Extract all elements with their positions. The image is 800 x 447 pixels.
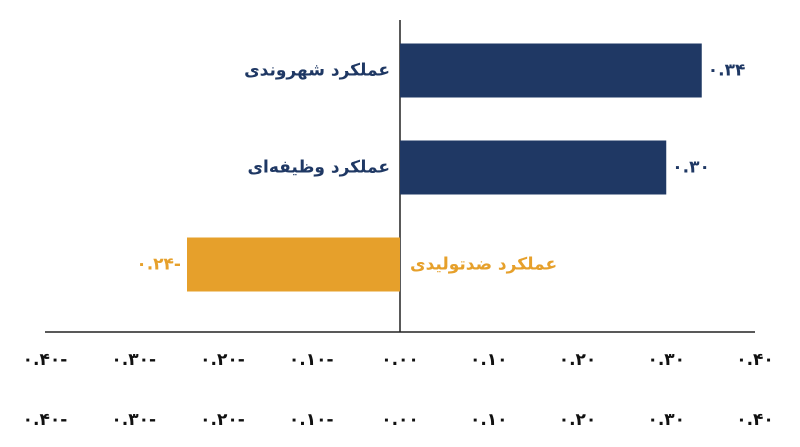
- x-tick-label: ۰.۲۰: [559, 410, 597, 430]
- x-tick-label: ۰.۰۰: [381, 410, 419, 430]
- x-tick-label: ۰.۱۰: [470, 410, 508, 430]
- x-tick-label: ۰.۳۰: [647, 410, 685, 430]
- value-label: ۰.۲۴-: [136, 255, 181, 275]
- x-tick-label: ۰.۱۰: [470, 350, 508, 370]
- bar: [400, 140, 667, 195]
- x-tick-label: ۰.۲۰: [559, 350, 597, 370]
- x-tick-label: ۰.۴۰: [736, 410, 774, 430]
- x-tick-label: ۰.۰۰: [381, 350, 419, 370]
- category-label: عملکرد شهروندی: [244, 61, 390, 81]
- x-tick-label: ۰.۲۰-: [200, 410, 245, 430]
- bar: [400, 43, 702, 98]
- bar: [187, 237, 400, 292]
- value-label: ۰.۳۰: [672, 158, 710, 178]
- x-tick-label: ۰.۳۰: [647, 350, 685, 370]
- category-label: عملکرد ضدتولیدی: [410, 255, 557, 275]
- x-tick-label: ۰.۴۰-: [23, 350, 68, 370]
- x-tick-label: ۰.۴۰-: [23, 410, 68, 430]
- x-tick-label: ۰.۴۰: [736, 350, 774, 370]
- x-tick-label: ۰.۳۰-: [111, 350, 156, 370]
- x-tick-label: ۰.۳۰-: [111, 410, 156, 430]
- value-label: ۰.۳۴: [708, 61, 746, 81]
- category-label: عملکرد وظیفه‌ای: [247, 158, 390, 178]
- x-tick-label: ۰.۲۰-: [200, 350, 245, 370]
- x-tick-label: ۰.۱۰-: [289, 410, 334, 430]
- x-tick-label: ۰.۱۰-: [289, 350, 334, 370]
